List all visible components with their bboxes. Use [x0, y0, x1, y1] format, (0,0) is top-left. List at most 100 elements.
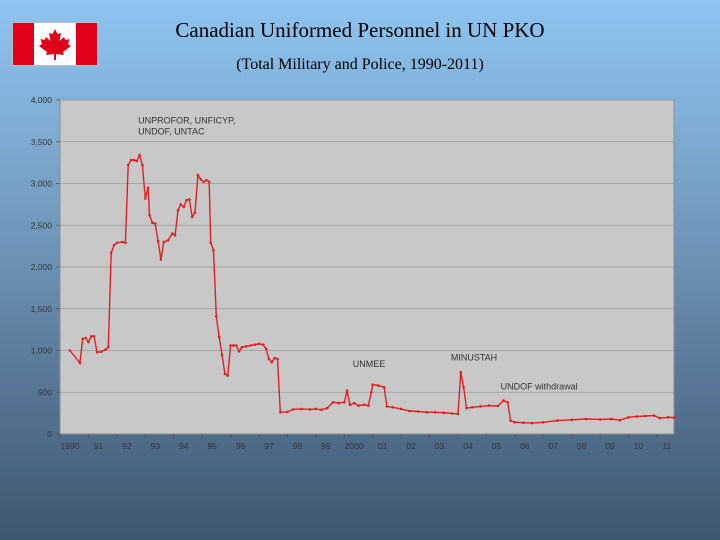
data-point [399, 407, 403, 411]
data-point [371, 383, 375, 387]
data-point [276, 357, 279, 361]
data-point [229, 344, 232, 347]
data-point [135, 159, 139, 163]
data-point [173, 234, 177, 237]
data-point [465, 406, 468, 410]
data-point [385, 405, 389, 408]
data-point [362, 403, 366, 407]
data-point [672, 416, 676, 420]
data-point [129, 158, 133, 162]
y-tick-label: 1,500 [31, 304, 53, 314]
data-point [209, 241, 212, 245]
x-tick-label: 1990 [61, 441, 80, 451]
data-point [618, 418, 622, 422]
data-point [115, 241, 119, 245]
data-point [176, 208, 180, 212]
data-point [598, 418, 602, 421]
data-point [530, 421, 534, 425]
data-point [92, 335, 96, 338]
maple-leaf [39, 29, 71, 60]
flag-left-band [13, 23, 34, 65]
data-point [343, 401, 346, 404]
data-point [112, 244, 116, 247]
data-point [522, 421, 525, 425]
data-point [320, 408, 323, 412]
x-tick-label: 94 [179, 441, 189, 451]
data-point [314, 407, 318, 411]
data-point [109, 251, 113, 255]
data-point [78, 361, 82, 365]
canada-flag-icon [12, 22, 98, 66]
data-point [264, 347, 268, 351]
data-point [635, 415, 639, 418]
annotation-label: UNDOF, UNTAC [138, 126, 205, 136]
data-point [451, 412, 454, 415]
data-point [479, 405, 483, 408]
data-point [141, 163, 144, 167]
data-point [496, 404, 500, 408]
data-point [171, 232, 174, 235]
data-point [240, 345, 244, 349]
data-point [138, 153, 141, 157]
data-point [308, 408, 312, 411]
y-tick-label: 1,000 [31, 346, 53, 356]
data-point [570, 418, 573, 422]
annotation-label: MINUSTAH [451, 353, 497, 363]
x-tick-label: 03 [435, 441, 445, 451]
data-point [215, 315, 218, 318]
annotation-label: UNPROFOR, UNFICYP, [138, 115, 235, 125]
data-point [627, 416, 630, 419]
x-tick-label: 99 [321, 441, 331, 451]
data-point [182, 205, 185, 209]
data-point [249, 344, 252, 347]
data-point [124, 241, 127, 245]
data-point [352, 401, 356, 405]
data-point [90, 335, 93, 338]
data-point [382, 385, 386, 389]
x-tick-label: 04 [463, 441, 473, 451]
data-point [513, 421, 517, 424]
data-point [658, 416, 662, 420]
x-tick-label: 11 [663, 441, 672, 451]
data-point [179, 203, 183, 206]
data-point [462, 385, 465, 389]
data-point [190, 215, 194, 219]
data-point [84, 336, 87, 340]
data-point [193, 211, 197, 214]
x-tick-label: 09 [605, 441, 615, 451]
data-point [121, 240, 124, 244]
x-tick-label: 97 [264, 441, 274, 451]
data-point [610, 417, 613, 421]
data-point [325, 406, 329, 410]
y-tick-label: 2,000 [31, 262, 53, 272]
data-point [132, 158, 136, 162]
data-point [237, 350, 241, 353]
data-point [205, 178, 208, 182]
data-point [159, 258, 163, 261]
y-tick-label: 0 [47, 429, 52, 439]
x-tick-label: 07 [549, 441, 559, 451]
data-point [556, 419, 559, 422]
data-point [223, 372, 227, 376]
data-point [226, 374, 229, 377]
data-point [207, 180, 211, 184]
x-tick-label: 08 [577, 441, 587, 451]
data-point [506, 401, 510, 404]
data-point [286, 410, 289, 414]
data-point [151, 221, 154, 224]
page-title: Canadian Uniformed Personnel in UN PKO [175, 18, 545, 42]
data-point [456, 412, 460, 416]
data-point [667, 416, 670, 419]
data-point [279, 411, 282, 414]
data-point [196, 173, 200, 177]
data-point [81, 337, 84, 341]
data-point [367, 404, 370, 407]
y-tick-label: 3,000 [31, 179, 53, 189]
data-point [217, 335, 221, 339]
x-tick-label: 2000 [345, 441, 364, 451]
data-point [270, 360, 274, 364]
data-point [541, 421, 545, 424]
data-point [425, 411, 429, 414]
data-point [153, 222, 157, 225]
data-point [273, 356, 276, 360]
